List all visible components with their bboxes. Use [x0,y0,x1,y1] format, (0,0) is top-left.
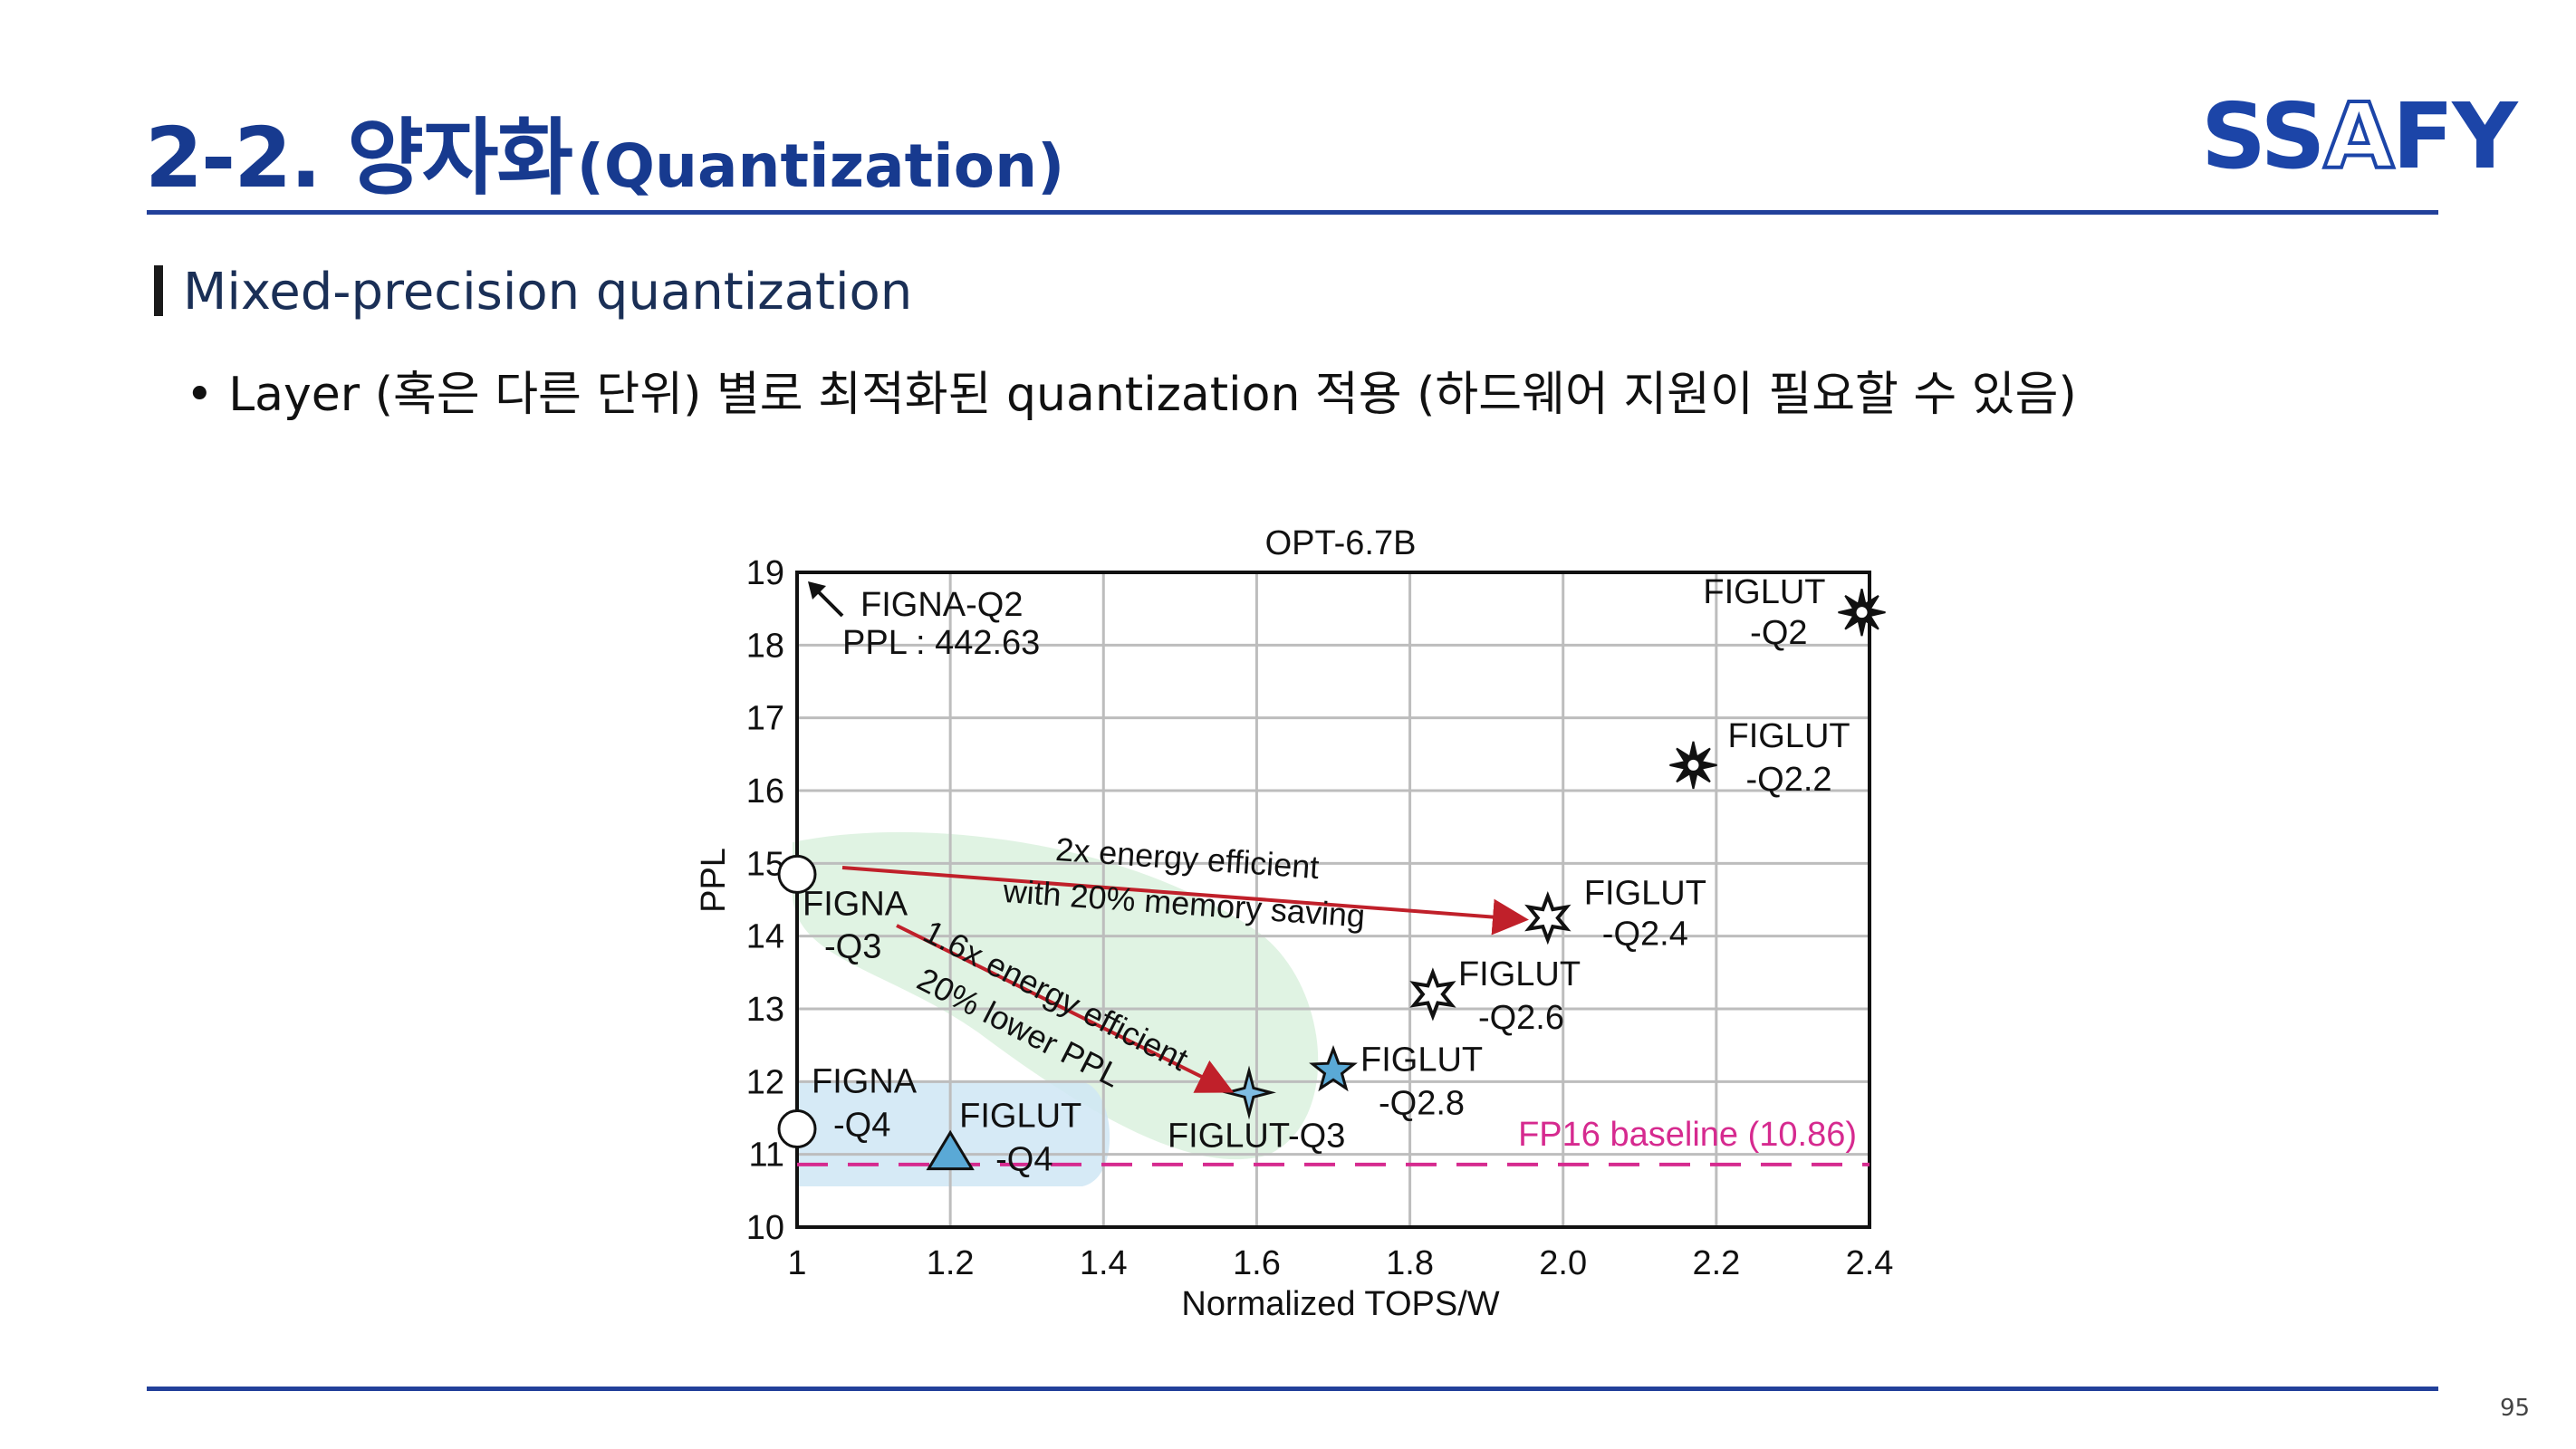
title-sub: (Quantization) [576,131,1065,201]
x-tick-label: 1 [787,1244,806,1282]
data-label: FIGLUT-Q3 [1168,1117,1345,1155]
plot-area: 1 1.2 1.4 1.6 1.8 2.0 2.2 2.4101112131415161718… [746,554,1894,1282]
y-tick-label: 13 [746,991,784,1029]
data-point [1309,1044,1358,1092]
chart-title: OPT-6.7B [1265,524,1417,562]
offscale-ppl: PPL : 442.63 [842,624,1040,662]
data-point [777,854,817,894]
section-heading-text: Mixed-precision quantization [183,263,913,321]
y-tick-label: 19 [746,554,784,592]
data-label: -Q2 [1750,614,1807,652]
logo-part-1: SS [2201,83,2326,189]
data-point [1524,890,1572,945]
data-label: FIGLUT [1727,717,1850,755]
data-label: FIGLUT [1458,955,1581,993]
highlight-regions [793,831,1319,1186]
offscale-label: FIGNA-Q2 [860,586,1023,624]
y-tick-label: 18 [746,627,784,665]
data-point-core [1856,607,1868,619]
data-label: -Q4 [833,1107,890,1145]
title-number: 2-2. 양자화 [145,110,573,206]
data-label: FIGLUT [1584,875,1706,913]
x-tick-label: 1.4 [1080,1244,1128,1282]
data-label: -Q2.6 [1478,999,1564,1037]
offscale-arrowhead [808,581,826,600]
data-label: FIGLUT [1360,1041,1483,1079]
data-point [926,1129,975,1171]
data-label: -Q2.4 [1602,916,1688,954]
data-point [1222,1065,1276,1120]
data-label: FIGLUT [959,1098,1081,1136]
slide-title: 2-2. 양자화 (Quantization) [145,91,1064,211]
x-tick-label: 1.2 [927,1244,975,1282]
y-tick-label: 10 [746,1209,784,1247]
data-label: FIGLUT [1703,573,1825,611]
q3-region [793,831,1319,1160]
data-label: -Q3 [824,927,881,965]
y-tick-label: 12 [746,1063,784,1101]
data-label: -Q2.8 [1379,1084,1465,1122]
x-tick-label: 2.0 [1539,1244,1587,1282]
plot-frame [795,571,1871,1229]
arrow-1-6x [896,924,1235,1093]
y-tick-label: 14 [746,918,784,956]
logo-part-2: A [2322,82,2396,191]
data-label: FIGNA [803,885,908,923]
y-tick-label: 16 [746,772,784,811]
x-tick-label: 1.6 [1233,1244,1281,1282]
y-axis-label: PPL [695,848,733,913]
q4-region [797,1082,1110,1186]
data-label: FIGNA [812,1063,918,1101]
baseline-label: FP16 baseline (10.86) [1518,1116,1857,1154]
x-tick-label: 2.4 [1846,1244,1894,1282]
data-point [777,1109,817,1149]
ssafy-logo: SSAFY [2201,82,2518,191]
x-tick-label: 1.8 [1386,1244,1434,1282]
offscale-annotation: FIGNA-Q2 PPL : 442.63 [808,581,1040,662]
page-number: 95 [2500,1395,2531,1422]
data-label: -Q4 [995,1141,1053,1179]
data-label: -Q2.2 [1745,761,1831,799]
arrow-2x [841,866,1529,936]
data-point [1409,967,1456,1022]
heading-marker [154,265,163,316]
y-tick-label: 11 [749,1137,784,1175]
title-rule [147,210,2438,215]
footer-rule [147,1387,2438,1391]
y-tick-label: 17 [746,700,784,738]
bullet-point: • Layer (혹은 다른 단위) 별로 최적화된 quantization … [186,368,2077,422]
section-heading: Mixed-precision quantization [154,263,912,321]
logo-part-3: FY [2391,83,2518,189]
x-axis-label: Normalized TOPS/W [1181,1285,1499,1323]
x-tick-label: 2.2 [1692,1244,1740,1282]
data-point-core [1687,759,1699,771]
